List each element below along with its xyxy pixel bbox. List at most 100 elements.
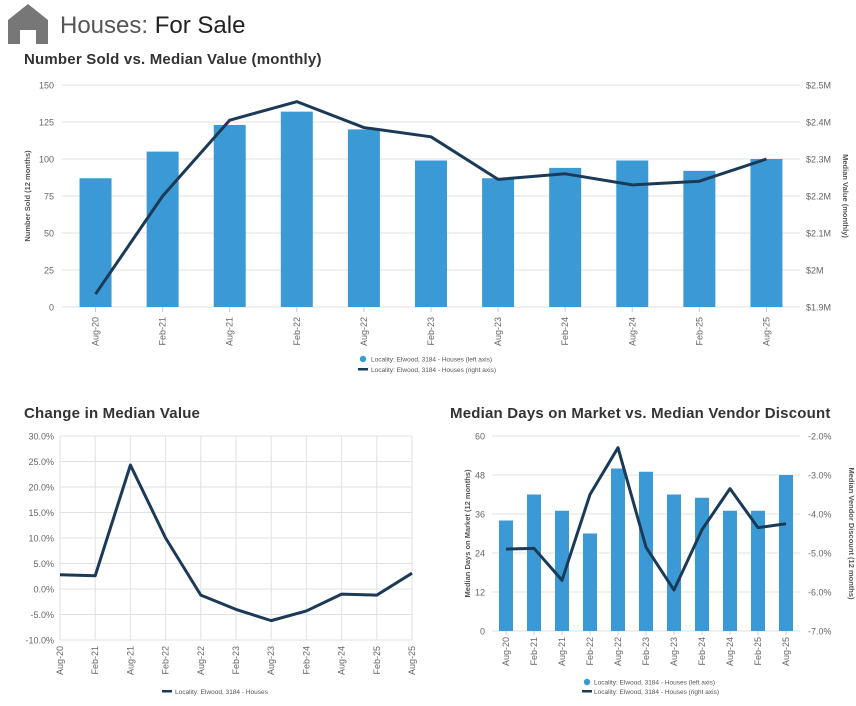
- y-right-tick-label: $2.2M: [806, 192, 831, 202]
- y-right-tick-label: $2.4M: [806, 118, 831, 128]
- series-line: [59, 463, 413, 623]
- x-tick-label: Aug-22: [613, 637, 623, 666]
- y-tick-label: 20.0%: [28, 483, 54, 493]
- bar: [555, 510, 569, 631]
- y-right-tick-label: -6.0%: [808, 588, 832, 598]
- y-right-tick-label: $2.1M: [806, 229, 831, 239]
- bar: [779, 475, 793, 631]
- x-tick-label: Feb-24: [697, 637, 707, 666]
- bar: [482, 178, 515, 307]
- page-title-prefix: Houses:: [60, 12, 149, 39]
- y-left-tick-label: 75: [44, 192, 54, 202]
- x-tick-label: Aug-20: [55, 646, 65, 675]
- x-tick-label: Feb-25: [753, 637, 763, 666]
- legend-label: Locality: Elwood, 3184 - Houses (left ax…: [594, 680, 715, 687]
- x-tick-label: Feb-23: [641, 637, 651, 666]
- legend-marker-bar: [583, 678, 591, 686]
- y-tick-label: 15.0%: [28, 508, 54, 518]
- chart2-title: Change in Median Value: [24, 405, 201, 422]
- bar: [347, 129, 380, 307]
- x-tick-label: Feb-21: [90, 646, 100, 675]
- series-line: [505, 446, 787, 592]
- y-right-tick-label: $2.5M: [806, 81, 831, 91]
- x-tick-label: Aug-23: [493, 317, 503, 346]
- y-left-axis-label: Number Sold (12 months): [23, 150, 32, 242]
- y-tick-label: 30.0%: [28, 432, 54, 442]
- x-tick-label: Feb-25: [372, 646, 382, 675]
- x-tick-label: Aug-22: [196, 646, 206, 675]
- x-tick-label: Feb-23: [231, 646, 241, 675]
- bar: [683, 170, 716, 307]
- y-right-tick-label: $1.9M: [806, 303, 831, 313]
- house-icon: [8, 4, 48, 44]
- y-tick-label: 10.0%: [28, 534, 54, 544]
- x-tick-label: Aug-25: [781, 637, 791, 666]
- y-right-tick-label: -5.0%: [808, 549, 832, 559]
- bar: [583, 533, 597, 631]
- bar: [213, 124, 246, 308]
- y-left-axis-label: Median Days on Market (12 months): [463, 469, 472, 597]
- legend-marker-line: [162, 690, 172, 693]
- x-tick-label: Feb-24: [560, 317, 570, 346]
- x-tick-label: Aug-23: [669, 637, 679, 666]
- bar: [723, 510, 737, 631]
- number-sold-vs-median-value-chart: 150 125 100 75 50 25 0 $2.5M $2.4M $2.3M $2.2M $2.1…: [23, 81, 850, 375]
- x-tick-label: Feb-22: [585, 637, 595, 666]
- x-tick-label: Aug-23: [266, 646, 276, 675]
- x-tick-label: Feb-21: [158, 317, 168, 346]
- x-tick-label: Feb-21: [529, 637, 539, 666]
- legend-label: Locality: Elwood, 3184 - Houses (left ax…: [371, 357, 492, 364]
- series-line: [94, 100, 767, 295]
- y-right-tick-label: -2.0%: [808, 432, 832, 442]
- legend-label: Locality: Elwood, 3184 - Houses: [175, 689, 269, 696]
- x-tick-label: Aug-24: [337, 646, 347, 675]
- bar: [527, 494, 541, 631]
- y-tick-label: 0.0%: [33, 585, 54, 595]
- x-tick-label: Feb-22: [161, 646, 171, 675]
- y-left-tick-label: 60: [475, 432, 485, 442]
- y-tick-label: -5.0%: [30, 610, 54, 620]
- bar: [146, 151, 179, 307]
- legend-label: Locality: Elwood, 3184 - Houses (right a…: [594, 689, 719, 696]
- y-left-tick-label: 125: [39, 118, 54, 128]
- y-left-tick-label: 50: [44, 229, 54, 239]
- y-left-tick-label: 48: [475, 471, 485, 481]
- bar: [750, 159, 783, 307]
- y-tick-label: -10.0%: [25, 636, 54, 646]
- y-tick-label: 25.0%: [28, 457, 54, 467]
- bar: [639, 471, 653, 631]
- x-tick-label: Aug-24: [725, 637, 735, 666]
- x-tick-label: Aug-25: [761, 317, 771, 346]
- x-tick-label: Aug-22: [359, 317, 369, 346]
- y-right-tick-label: -4.0%: [808, 510, 832, 520]
- y-left-tick-label: 24: [475, 549, 485, 559]
- x-tick-label: Feb-25: [694, 317, 704, 346]
- change-in-median-value-chart: 30.0% 25.0% 20.0% 15.0% 10.0% 5.0% 0.0% -5.0% -1…: [25, 432, 417, 697]
- bar: [499, 520, 513, 631]
- x-tick-label: Aug-20: [91, 317, 101, 346]
- x-tick-label: Feb-23: [426, 317, 436, 346]
- legend-marker-bar: [359, 355, 367, 363]
- y-right-tick-label: -3.0%: [808, 471, 832, 481]
- page-title-main: For Sale: [154, 12, 246, 39]
- y-right-axis-label: Median Vendor Discount (12 months): [847, 467, 856, 600]
- legend-marker-line: [358, 368, 368, 371]
- y-left-tick-label: 0: [49, 303, 54, 313]
- bar: [751, 510, 765, 631]
- x-tick-label: Aug-21: [125, 646, 135, 675]
- bar: [695, 497, 709, 631]
- y-left-tick-label: 150: [39, 81, 54, 91]
- y-right-tick-label: $2.3M: [806, 155, 831, 165]
- legend-marker-line: [582, 690, 592, 693]
- y-right-tick-label: $2M: [806, 266, 824, 276]
- chart1-title: Number Sold vs. Median Value (monthly): [24, 51, 322, 68]
- x-tick-label: Aug-21: [225, 317, 235, 346]
- y-right-tick-label: -7.0%: [808, 627, 832, 637]
- x-tick-label: Aug-25: [407, 646, 417, 675]
- y-left-tick-label: 36: [475, 510, 485, 520]
- y-tick-label: 5.0%: [33, 559, 54, 569]
- bar: [79, 178, 112, 307]
- x-tick-label: Aug-21: [557, 637, 567, 666]
- legend-label: Locality: Elwood, 3184 - Houses (right a…: [371, 367, 496, 374]
